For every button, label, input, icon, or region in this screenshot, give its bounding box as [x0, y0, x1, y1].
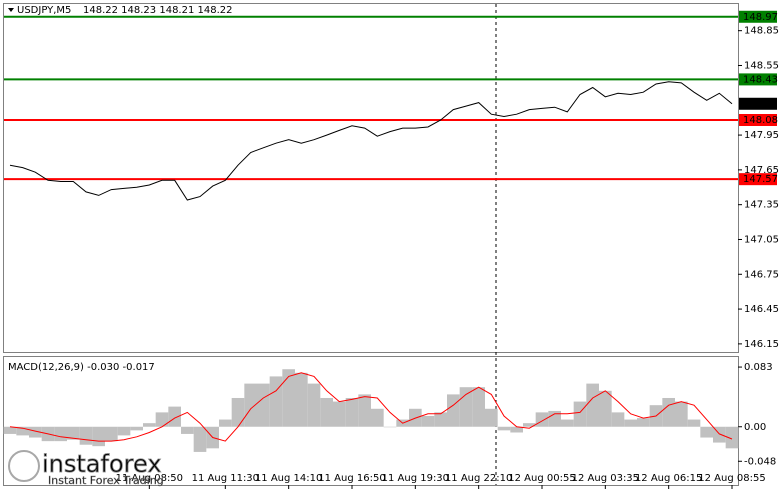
y-tick-label: 0.00 [744, 422, 766, 433]
macd-bar [231, 397, 245, 427]
price-tag [739, 97, 777, 110]
x-tick-label: 12 Aug 08:55 [698, 473, 765, 484]
plot: 148.85 148.55 147.95 147.65 147.35 147.05 146.… [3, 10, 779, 489]
macd-bar [54, 426, 67, 442]
macd-title: MACD(12,26,9) -0.030 -0.017 [8, 362, 155, 373]
macd-bar [67, 426, 80, 440]
macd-bar [219, 419, 232, 427]
level-tag [739, 173, 777, 186]
macd-bar [16, 426, 29, 436]
x-tick-label: 12 Aug 03:35 [572, 473, 639, 484]
macd-panel [3, 356, 739, 486]
quote: 148.22 148.23 148.21 148.22 [83, 5, 233, 16]
x-tick-label: 12 Aug 00:55 [508, 473, 575, 484]
x-tick-label: 11 Aug 22:10 [445, 473, 512, 484]
macd-bar [92, 426, 105, 447]
x-tick-label: 12 Aug 06:15 [635, 473, 702, 484]
macd-bar [244, 383, 257, 427]
macd-bar [447, 394, 460, 427]
macd-bar [269, 376, 283, 427]
level-tag [739, 114, 777, 126]
macd-bar [29, 426, 42, 438]
macd-bar [472, 387, 485, 427]
logo-name: instaforex [42, 450, 162, 478]
logo-tagline: Instant Forex Trading [48, 474, 164, 487]
x-tick-label: 11 Aug 16:50 [318, 473, 385, 484]
macd-bar [130, 426, 143, 431]
macd-bar [485, 408, 498, 427]
macd-bar [383, 426, 397, 428]
y-tick-label: -0.048 [744, 456, 776, 467]
macd-bar [675, 401, 688, 427]
macd-bar [459, 387, 473, 427]
macd-bar [143, 423, 156, 427]
level-label: 147.57 [743, 174, 778, 185]
level-tag [739, 73, 777, 86]
menu-arrow [8, 8, 14, 12]
y-tick-label: 147.05 [744, 234, 779, 245]
macd-bar [79, 426, 93, 445]
macd-bar [371, 408, 384, 427]
y-tick-label: 148.85 [744, 26, 779, 37]
macd-bar [687, 419, 701, 427]
level-label: 148.97 [743, 12, 778, 23]
x-tick-label: 11 Aug 08:50 [116, 473, 183, 484]
macd-bar [3, 426, 17, 434]
macd-bar [497, 426, 511, 431]
macd-bar [662, 397, 675, 427]
macd-bar [181, 426, 194, 434]
macd-bar [561, 419, 574, 427]
price-line [9, 81, 733, 201]
signal-line [9, 372, 733, 442]
macd-bar [611, 412, 625, 427]
logo: instaforex Instant Forex Trading [8, 450, 164, 487]
y-tick-label: 147.65 [744, 165, 779, 176]
price-panel [3, 3, 739, 353]
macd-bar [358, 394, 371, 427]
y-tick-label: 147.95 [744, 130, 779, 141]
macd-bar [624, 419, 637, 427]
macd-bar [421, 415, 435, 427]
macd-bar [725, 426, 739, 449]
y-tick-label: 0.083 [744, 362, 773, 373]
level-label: 148.08 [743, 115, 778, 126]
level-tag [739, 10, 777, 23]
x-tick-label: 11 Aug 11:30 [192, 473, 259, 484]
macd-bar [307, 383, 321, 427]
x-tick-label: 11 Aug 14:10 [255, 473, 322, 484]
y-tick-label: 146.45 [744, 304, 779, 315]
macd-bar [320, 397, 333, 427]
macd-bar [282, 369, 295, 427]
logo-icon [8, 450, 40, 482]
macd-bar [117, 426, 131, 436]
y-tick-label: 147.35 [744, 200, 779, 211]
macd-bar [510, 426, 523, 433]
y-tick-label: 148.55 [744, 60, 779, 71]
macd-bar [637, 418, 650, 427]
macd-bar [193, 426, 207, 452]
y-tick-label: 146.15 [744, 339, 779, 350]
macd-bar [168, 406, 181, 427]
x-tick-label: 11 Aug 19:30 [382, 473, 449, 484]
macd-bar [573, 401, 587, 427]
macd-bar [155, 412, 169, 427]
macd-bar [105, 426, 118, 442]
macd-bar [295, 372, 308, 427]
macd-bar [523, 423, 536, 427]
macd-bar [345, 397, 359, 427]
macd-bar [257, 383, 270, 427]
macd-bar [599, 390, 612, 427]
price-label: 148.22 [743, 99, 778, 110]
macd-bar [535, 412, 549, 427]
macd-bar [700, 426, 713, 438]
macd-bar [333, 401, 346, 427]
symbol: USDJPY,M5 [17, 5, 71, 16]
level-label: 148.43 [743, 74, 778, 85]
macd-bar [548, 410, 561, 427]
y-tick-label: 146.75 [744, 269, 779, 280]
macd-bar [586, 383, 599, 427]
macd-bar [434, 412, 447, 427]
